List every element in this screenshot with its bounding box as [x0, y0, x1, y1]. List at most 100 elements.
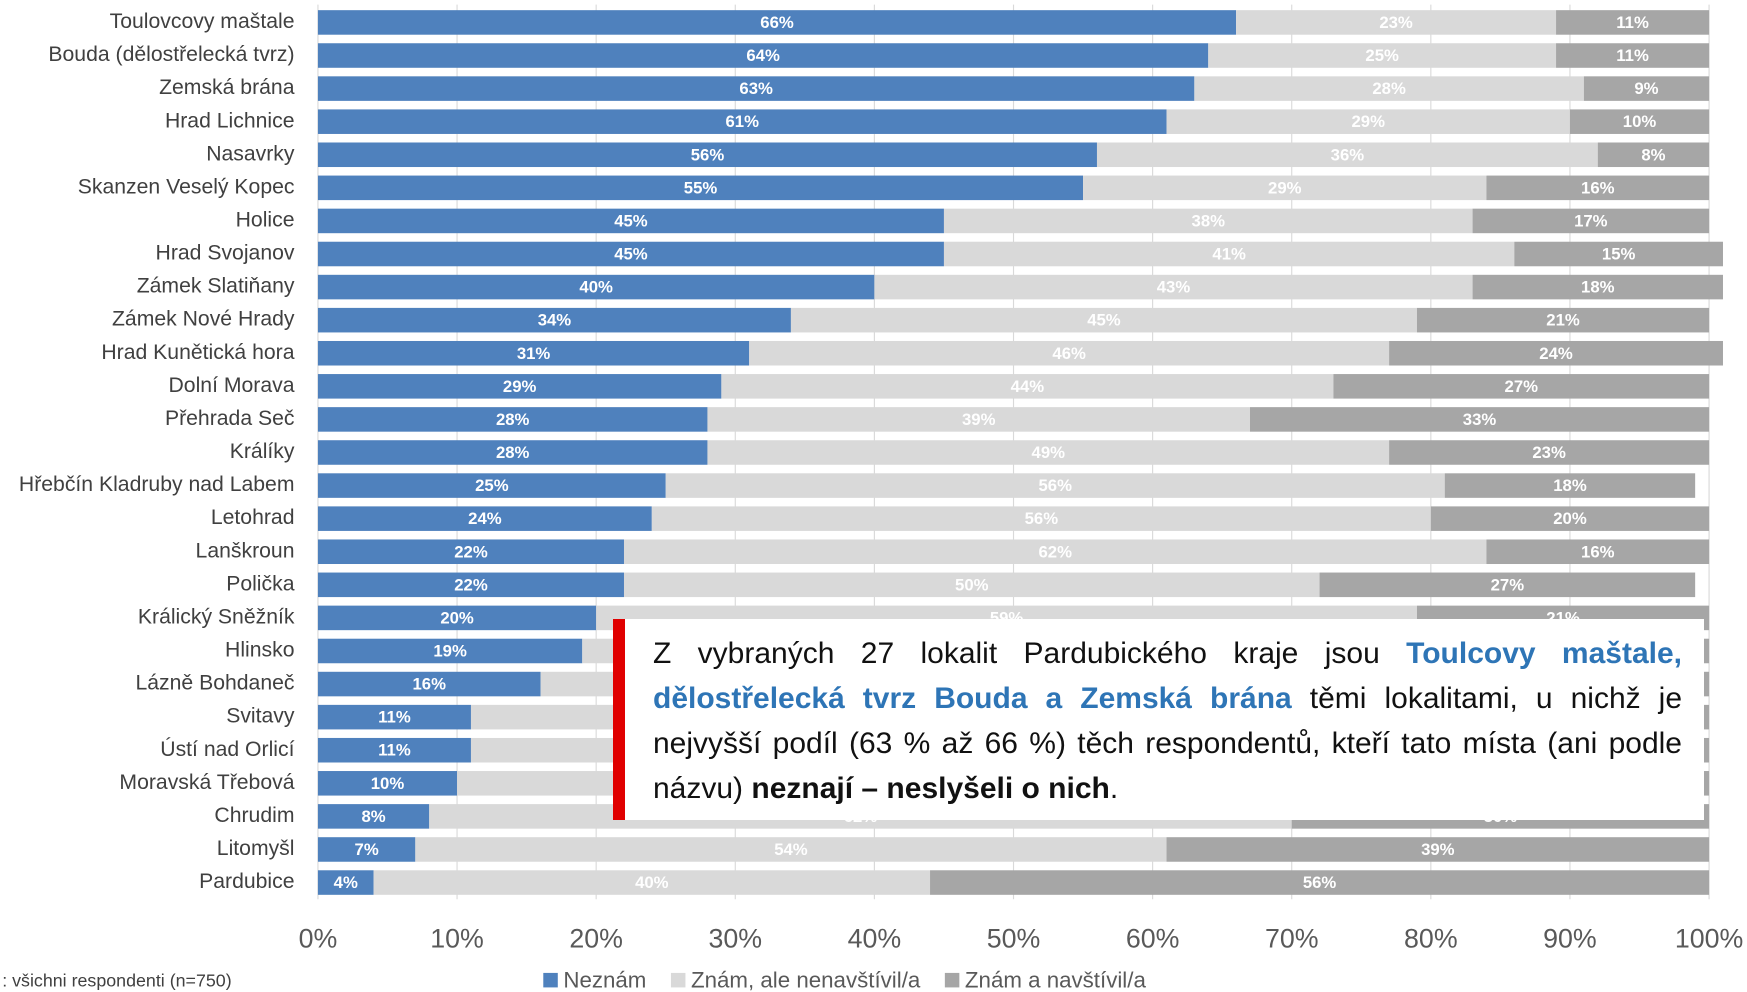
value-label: 27%	[1505, 377, 1539, 396]
bar-segment	[1486, 175, 1710, 201]
note: : všichni respondenti (n=750)	[2, 971, 231, 991]
bar-segment	[943, 241, 1515, 267]
legend-label: Znám, ale nenavštívil/a	[691, 968, 921, 992]
value-label: 28%	[496, 443, 530, 462]
bar-segment	[623, 539, 1487, 565]
bar-segment	[317, 804, 430, 829]
x-tick-label: 80%	[1404, 924, 1458, 954]
bar-segment	[317, 506, 652, 531]
bar-segment	[874, 274, 1473, 300]
value-label: 11%	[1616, 46, 1649, 65]
value-label: 33%	[1463, 410, 1497, 429]
x-tick-label: 90%	[1543, 924, 1597, 954]
bar-segment	[1556, 10, 1710, 35]
bar-segment	[317, 837, 416, 862]
value-label: 27%	[1491, 575, 1525, 594]
category-label: Svitavy	[226, 705, 295, 728]
value-label: 16%	[412, 675, 446, 694]
value-label: 64%	[746, 46, 780, 65]
value-label: 41%	[1212, 245, 1246, 264]
bar-segment	[707, 407, 1250, 432]
value-label: 28%	[1372, 79, 1406, 98]
bar-segment	[1083, 175, 1487, 201]
value-label: 9%	[1634, 79, 1658, 98]
category-label: Zámek Slatiňany	[137, 275, 295, 298]
category-label: Bouda (dělostřelecká tvrz)	[48, 43, 294, 66]
bar-segment	[1096, 142, 1598, 168]
value-label: 25%	[1365, 46, 1399, 65]
value-label: 49%	[1032, 443, 1066, 462]
value-label: 36%	[1331, 145, 1365, 164]
value-label: 54%	[774, 840, 808, 859]
value-label: 62%	[1039, 542, 1073, 561]
category-label: Hlinsko	[225, 639, 294, 662]
bar-segment	[1208, 43, 1557, 68]
bar-segment	[1444, 473, 1696, 498]
value-label: 17%	[1574, 211, 1608, 230]
bar-segment	[317, 737, 471, 763]
category-label: Králíky	[230, 440, 295, 463]
bar-segment	[317, 671, 541, 697]
value-label: 55%	[684, 178, 718, 197]
x-tick-label: 20%	[569, 924, 623, 954]
value-label: 46%	[1052, 344, 1086, 363]
bar-segment	[317, 274, 875, 300]
category-label: Lázně Bohdaneč	[135, 672, 294, 695]
value-label: 40%	[635, 873, 669, 892]
category-label: Toulovcovy maštale	[110, 10, 295, 33]
bar-segment	[749, 340, 1390, 366]
legend-label: Znám a navštívil/a	[965, 968, 1147, 992]
bar-segment	[317, 374, 722, 399]
legend-swatch	[543, 972, 558, 988]
value-label: 20%	[440, 608, 474, 627]
bar-segment	[317, 605, 597, 631]
bar-segment	[317, 870, 374, 895]
bar-segment	[651, 506, 1431, 531]
x-tick-label: 100%	[1675, 924, 1743, 954]
bar-segment	[317, 572, 624, 598]
value-label: 56%	[1303, 873, 1337, 892]
value-label: 18%	[1553, 476, 1587, 495]
value-label: 38%	[1192, 211, 1226, 230]
value-label: 11%	[378, 708, 411, 727]
bar-segment	[317, 241, 944, 267]
value-label: 10%	[1623, 112, 1657, 131]
bar-segment	[317, 10, 1237, 35]
bar-segment	[317, 473, 666, 498]
value-label: 23%	[1379, 13, 1413, 32]
callout-text: těmi lokalitami, u nichž je nejvyšší pod…	[653, 682, 1683, 805]
category-label: Moravská Třebová	[119, 771, 294, 794]
value-label: 4%	[334, 873, 358, 892]
value-label: 29%	[1352, 112, 1386, 131]
x-tick-label: 10%	[430, 924, 484, 954]
value-label: 56%	[691, 145, 725, 164]
category-label: Nasavrky	[206, 142, 295, 165]
legend-swatch	[944, 972, 960, 988]
bar-segment	[1583, 76, 1710, 101]
category-label: Zemská brána	[159, 76, 295, 99]
category-label: Hrad Svojanov	[156, 242, 295, 265]
value-label: 44%	[1011, 377, 1045, 396]
callout-text: .	[1109, 772, 1119, 805]
value-label: 31%	[517, 344, 551, 363]
bar-segment	[1166, 837, 1710, 862]
x-tick-label: 50%	[987, 924, 1041, 954]
value-label: 29%	[503, 377, 537, 396]
value-label: 40%	[579, 278, 613, 297]
bar-segment	[1556, 43, 1710, 68]
bar-segment	[721, 374, 1334, 399]
bar-segment	[1416, 307, 1710, 333]
value-label: 29%	[1268, 178, 1302, 197]
bar-segment	[317, 771, 458, 796]
category-label: Hrad Lichnice	[165, 109, 295, 132]
category-label: Hrad Kunětická hora	[101, 341, 294, 364]
value-label: 56%	[1025, 509, 1059, 528]
bar-segment	[317, 704, 471, 730]
value-label: 10%	[371, 774, 405, 793]
bar-segment	[373, 870, 931, 895]
bar-segment	[415, 837, 1167, 862]
category-label: Dolní Morava	[169, 374, 295, 397]
value-label: 50%	[955, 575, 989, 594]
callout-text: Z vybraných 27 lokalit Pardubického kraj…	[653, 637, 1407, 670]
